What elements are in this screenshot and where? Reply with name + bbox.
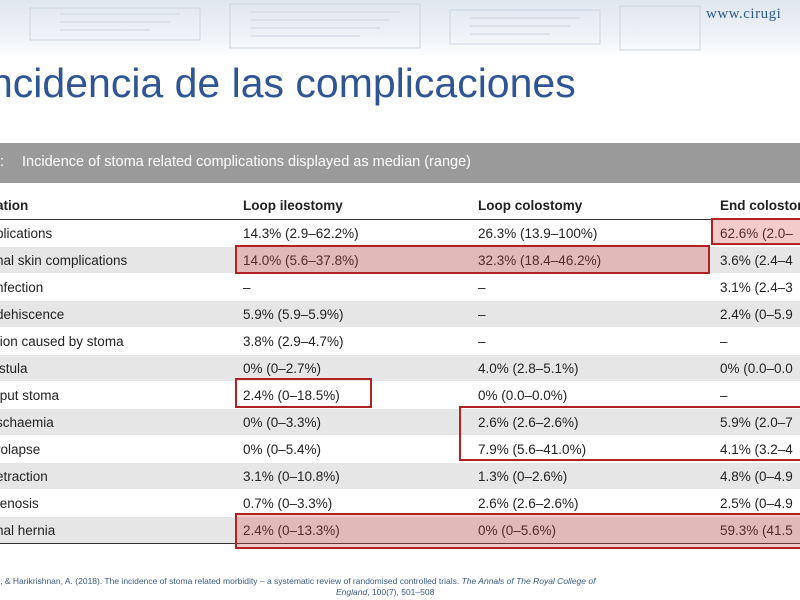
table-cell: 0% (0–5.4%) <box>243 435 478 463</box>
table-cell: 3.1% (2.4–3 <box>720 273 800 301</box>
table-cell: 26.3% (13.9–100%) <box>478 219 720 247</box>
row-label: tion caused by stoma <box>0 327 243 355</box>
table-cell: – <box>478 327 720 355</box>
row-label: schaemia <box>0 408 243 436</box>
table-cell: – <box>243 273 478 301</box>
caption-number: : <box>0 154 5 170</box>
table-cell: 59.3% (41.5 <box>720 516 800 544</box>
table-cell: – <box>720 381 800 409</box>
table-cell: 2.4% (0–13.3%) <box>243 516 478 544</box>
table-caption-bar: : Incidence of stoma related complicatio… <box>0 143 800 183</box>
table-cell: 2.4% (0–5.9 <box>720 300 800 328</box>
table-cell: 2.6% (2.6–2.6%) <box>478 489 720 517</box>
table-cell: 5.9% (2.0–7 <box>720 408 800 436</box>
table-cell: 2.4% (0–18.5%) <box>243 381 478 409</box>
table-cell: 3.6% (2.4–4 <box>720 246 800 274</box>
table-cell: 62.6% (2.0– <box>720 219 800 247</box>
row-label: plications <box>0 219 243 247</box>
table-row: nal skin complications 14.0% (5.6–37.8%)… <box>0 246 800 274</box>
row-label: nal skin complications <box>0 246 243 274</box>
table-cell: 7.9% (5.6–41.0%) <box>478 435 720 463</box>
column-header-loop-ileostomy: Loop ileostomy <box>243 191 478 220</box>
table-cell: 5.9% (5.9–5.9%) <box>243 300 478 328</box>
table-cell: 14.0% (5.6–37.8%) <box>243 246 478 274</box>
slide-title: ncidencia de las complicaciones <box>0 60 576 106</box>
caption-text: Incidence of stoma related complications… <box>22 154 471 170</box>
table-row: istula 0% (0–2.7%) 4.0% (2.8–5.1%) 0% (0… <box>0 354 800 382</box>
table-cell: 4.1% (3.2–4 <box>720 435 800 463</box>
row-label: tput stoma <box>0 381 243 409</box>
table-cell: – <box>478 300 720 328</box>
table-cell: 0% (0–2.7%) <box>243 354 478 382</box>
table-row: tion caused by stoma 3.8% (2.9–4.7%) – – <box>0 327 800 355</box>
table-cell: 0% (0.0–0.0 <box>720 354 800 382</box>
highlight-high-output-stoma <box>235 378 372 408</box>
table-cell: 0% (0–3.3%) <box>243 408 478 436</box>
table-row: rolapse 0% (0–5.4%) 7.9% (5.6–41.0%) 4.1… <box>0 435 800 463</box>
table-cell: 32.3% (18.4–46.2%) <box>478 246 720 274</box>
row-label: etraction <box>0 462 243 490</box>
decorative-graphic <box>29 3 701 51</box>
row-label: nal hernia <box>0 516 243 544</box>
column-header-complication: ation <box>0 191 243 220</box>
table-row: nal hernia 2.4% (0–13.3%) 0% (0–5.6%) 59… <box>0 516 800 544</box>
table-row: plications 14.3% (2.9–62.2%) 26.3% (13.9… <box>0 219 800 247</box>
table-cell: 3.1% (0–10.8%) <box>243 462 478 490</box>
table-row: nfection – – 3.1% (2.4–3 <box>0 273 800 301</box>
row-label: nfection <box>0 273 243 301</box>
table-cell: 3.8% (2.9–4.7%) <box>243 327 478 355</box>
table-header-row: ation Loop ileostomy Loop colostomy End … <box>0 191 800 220</box>
table-cell: 0.7% (0–3.3%) <box>243 489 478 517</box>
table-cell: – <box>478 273 720 301</box>
highlight-parastomal-hernia <box>235 513 800 549</box>
column-header-loop-colostomy: Loop colostomy <box>478 191 720 220</box>
table-row: schaemia 0% (0–3.3%) 2.6% (2.6–2.6%) 5.9… <box>0 408 800 436</box>
table-row: tput stoma 2.4% (0–18.5%) 0% (0.0–0.0%) … <box>0 381 800 409</box>
table-cell: 2.6% (2.6–2.6%) <box>478 408 720 436</box>
table-row: dehiscence 5.9% (5.9–5.9%) – 2.4% (0–5.9 <box>0 300 800 328</box>
complications-table: ation Loop ileostomy Loop colostomy End … <box>0 191 800 544</box>
header-band: www.cirugi <box>0 0 800 58</box>
table-cell: 4.8% (0–4.9 <box>720 462 800 490</box>
table-cell: 14.3% (2.9–62.2%) <box>243 219 478 247</box>
row-label: istula <box>0 354 243 382</box>
row-label: rolapse <box>0 435 243 463</box>
reference-line-1: , M., & Harikrishnan, A. (2018). The inc… <box>0 576 596 586</box>
table-cell: – <box>720 327 800 355</box>
row-label: tenosis <box>0 489 243 517</box>
column-header-end-colostomy: End colostor <box>720 191 800 220</box>
highlight-skin-complications <box>235 245 710 274</box>
table-cell: 0% (0–5.6%) <box>478 516 720 544</box>
table-cell: 2.5% (0–4.9 <box>720 489 800 517</box>
highlight-end-colostomy-overall <box>711 218 800 245</box>
table-caption: : Incidence of stoma related complicatio… <box>0 154 471 170</box>
reference-line-2: England, 100(7), 501–508 <box>336 587 435 597</box>
table-cell: 4.0% (2.8–5.1%) <box>478 354 720 382</box>
table-row: etraction 3.1% (0–10.8%) 1.3% (0–2.6%) 4… <box>0 462 800 490</box>
highlight-ischaemia-prolapse <box>459 406 800 461</box>
table-cell: 1.3% (0–2.6%) <box>478 462 720 490</box>
row-label: dehiscence <box>0 300 243 328</box>
table-cell: 0% (0.0–0.0%) <box>478 381 720 409</box>
site-url: www.cirugi <box>706 6 782 22</box>
table-row: tenosis 0.7% (0–3.3%) 2.6% (2.6–2.6%) 2.… <box>0 489 800 517</box>
